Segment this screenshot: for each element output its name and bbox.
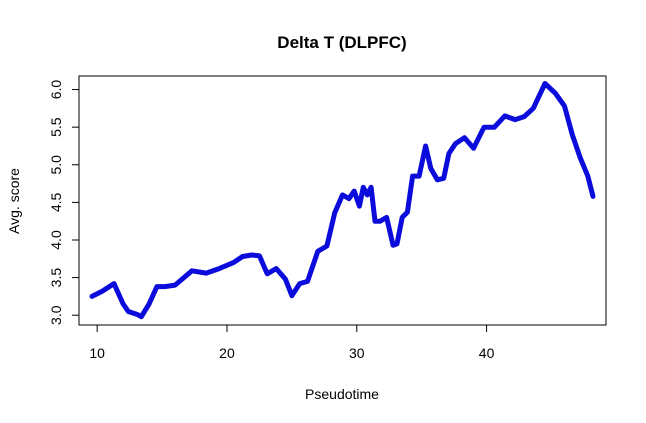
y-axis-label: Avg. score xyxy=(6,168,22,234)
chart-title: Delta T (DLPFC) xyxy=(277,33,406,52)
y-tick-label: 5.5 xyxy=(48,117,64,137)
x-tick-label: 30 xyxy=(349,345,365,361)
series-line xyxy=(89,81,596,320)
y-tick-label: 5.0 xyxy=(48,155,64,175)
plot-frame xyxy=(78,75,607,326)
y-tick-label: 3.5 xyxy=(48,268,64,288)
x-axis: 10 20 30 40 xyxy=(89,325,495,361)
y-axis: 3.0 3.5 4.0 4.5 5.0 5.5 6.0 xyxy=(48,80,79,325)
y-tick-label: 4.5 xyxy=(48,192,64,212)
x-tick-label: 40 xyxy=(479,345,495,361)
y-tick-label: 3.0 xyxy=(48,305,64,325)
x-axis-label: Pseudotime xyxy=(305,386,379,402)
y-tick-label: 6.0 xyxy=(48,80,64,100)
y-tick-label: 4.0 xyxy=(48,230,64,250)
x-tick-label: 20 xyxy=(219,345,235,361)
series-layer xyxy=(89,81,596,320)
x-tick-label: 10 xyxy=(89,345,105,361)
